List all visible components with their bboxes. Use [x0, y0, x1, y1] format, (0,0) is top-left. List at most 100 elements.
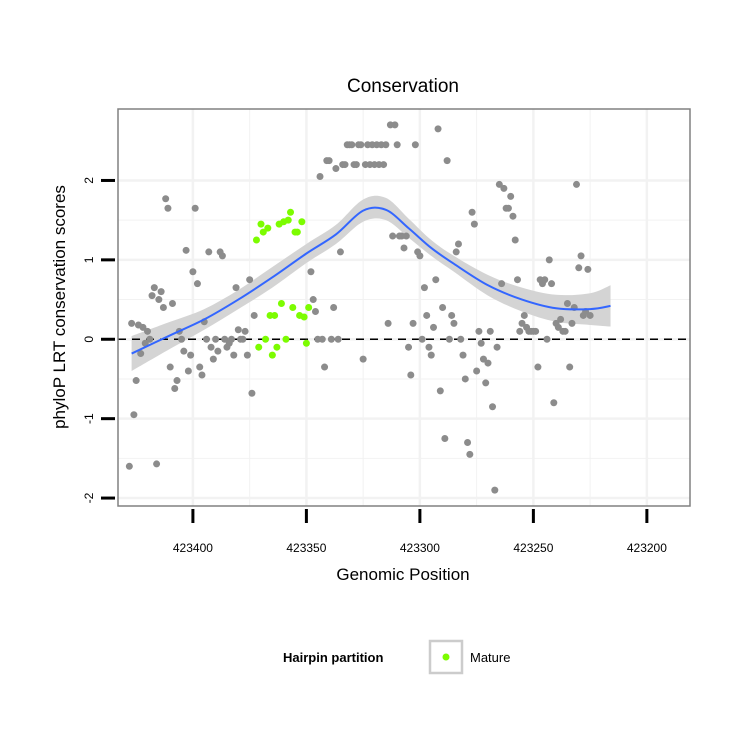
- data-point: [221, 335, 229, 343]
- x-tick-label: 423200: [627, 541, 667, 555]
- data-point: [157, 288, 165, 296]
- data-point: [464, 438, 472, 446]
- data-point: [144, 327, 152, 335]
- data-point: [234, 326, 242, 334]
- data-point: [334, 335, 342, 343]
- data-point: [479, 355, 487, 363]
- data-point-mature: [302, 339, 310, 347]
- data-point: [518, 319, 526, 327]
- data-point: [239, 335, 247, 343]
- data-point: [548, 280, 556, 288]
- x-tick-label: 423300: [400, 541, 440, 555]
- data-point: [405, 343, 413, 351]
- points-layer: [125, 121, 594, 494]
- data-point: [427, 351, 435, 359]
- data-point: [557, 315, 565, 323]
- data-point: [150, 284, 158, 292]
- data-point-mature: [282, 335, 290, 343]
- data-point: [543, 335, 551, 343]
- data-point: [448, 311, 456, 319]
- y-tick-label: -1: [82, 413, 96, 424]
- data-point: [125, 462, 133, 470]
- data-point: [232, 284, 240, 292]
- data-point: [473, 367, 481, 375]
- data-point-mature: [284, 216, 292, 224]
- data-point: [243, 351, 251, 359]
- data-point: [309, 296, 317, 304]
- data-point-mature: [257, 220, 265, 228]
- data-point: [450, 319, 458, 327]
- data-point: [336, 248, 344, 256]
- data-point: [327, 335, 335, 343]
- data-point: [164, 204, 172, 212]
- data-point-mature: [268, 351, 276, 359]
- data-point-mature: [298, 218, 306, 226]
- data-point: [341, 161, 349, 169]
- data-point: [411, 141, 419, 149]
- data-point: [155, 296, 163, 304]
- data-point-mature: [300, 313, 308, 321]
- confidence-ribbon: [131, 195, 611, 372]
- data-point: [205, 248, 213, 256]
- data-point: [425, 343, 433, 351]
- legend: Hairpin partition Mature: [283, 639, 510, 675]
- data-point: [466, 450, 474, 458]
- data-point: [241, 327, 249, 335]
- data-point-mature: [273, 343, 281, 351]
- data-point: [554, 323, 562, 331]
- data-point: [520, 311, 528, 319]
- data-point-mature: [252, 236, 260, 244]
- data-point: [168, 300, 176, 308]
- data-point: [173, 377, 181, 385]
- y-axis: -2 -1 0 1 2: [82, 177, 115, 503]
- data-point: [380, 161, 388, 169]
- data-point: [209, 355, 217, 363]
- data-point: [577, 252, 585, 260]
- data-point: [423, 311, 431, 319]
- data-point: [545, 256, 553, 264]
- data-point: [193, 280, 201, 288]
- data-point: [384, 319, 392, 327]
- data-point: [332, 165, 340, 173]
- data-point: [439, 304, 447, 311]
- y-tick-label: 1: [82, 256, 96, 263]
- data-point: [166, 363, 174, 371]
- data-point: [318, 335, 326, 343]
- ribbon-layer: [131, 195, 611, 372]
- data-point: [482, 379, 490, 387]
- data-point-mature: [264, 224, 272, 232]
- data-point: [203, 335, 211, 343]
- data-point: [511, 236, 519, 244]
- data-point: [400, 244, 408, 252]
- data-point: [470, 220, 478, 228]
- data-point: [348, 141, 356, 149]
- y-tick-label: 2: [82, 177, 96, 184]
- data-point: [357, 141, 365, 149]
- data-point-mature: [305, 304, 313, 311]
- data-point: [207, 343, 215, 351]
- data-point: [513, 276, 521, 284]
- data-point: [418, 335, 426, 343]
- data-point: [498, 280, 506, 288]
- data-point: [212, 335, 220, 343]
- x-tick-label: 423250: [513, 541, 553, 555]
- data-point: [246, 276, 254, 284]
- data-point: [132, 377, 140, 385]
- data-point: [434, 125, 442, 133]
- y-axis-title: phyloP LRT conservation scores: [50, 185, 69, 429]
- data-point: [500, 184, 508, 192]
- data-point: [454, 240, 462, 248]
- data-point: [532, 327, 540, 335]
- data-point: [584, 265, 592, 273]
- data-point: [187, 351, 195, 359]
- data-point: [461, 375, 469, 383]
- data-point: [568, 319, 576, 327]
- data-point: [321, 363, 329, 371]
- data-point: [493, 343, 501, 351]
- panel-border: [117, 108, 691, 507]
- data-point: [184, 367, 192, 375]
- x-axis: 423400 423350 423300 423250 423200: [173, 509, 667, 555]
- data-point-mature: [293, 228, 301, 236]
- data-point: [534, 363, 542, 371]
